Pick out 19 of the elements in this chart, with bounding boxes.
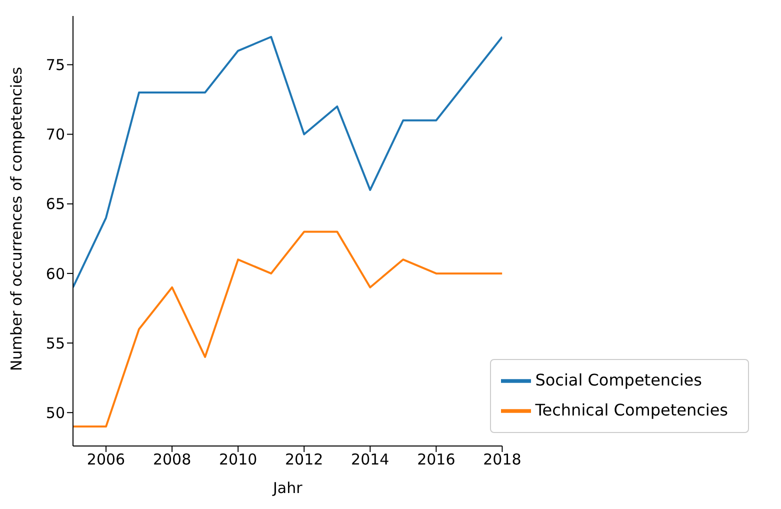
y-tick-label: 55 [46, 334, 65, 352]
y-tick-label: 60 [46, 264, 65, 283]
x-tick-label: 2006 [86, 450, 126, 469]
y-tick-label: 50 [46, 404, 65, 422]
line-series [73, 36, 502, 288]
x-tick-label: 2016 [417, 450, 456, 469]
y-tick-label: 75 [46, 56, 65, 74]
x-axis-title: Jahr [272, 479, 304, 497]
y-axis-title: Number of occurrences of competencies [7, 66, 26, 371]
y-tick-label: 70 [46, 126, 65, 144]
legend-label: Social Competencies [535, 370, 702, 390]
x-tick-label: 2012 [285, 450, 324, 469]
y-tick-label: 65 [46, 195, 65, 214]
x-tick-label: 2018 [483, 450, 522, 469]
legend-label: Technical Competencies [535, 400, 728, 420]
line-series [73, 230, 502, 428]
x-tick-label: 2010 [218, 450, 258, 469]
x-tick-label: 2014 [351, 450, 390, 469]
x-tick-label: 2008 [152, 450, 192, 469]
